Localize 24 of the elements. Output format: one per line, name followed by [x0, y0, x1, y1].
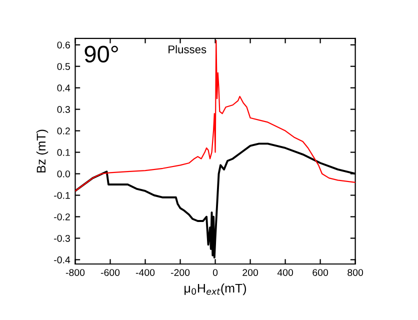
x-tick-label: 200	[242, 269, 258, 276]
y-tick-label: 0.0	[57, 170, 70, 178]
x-tick-label: 0	[212, 269, 218, 276]
x-tick-label: -200	[170, 269, 190, 276]
x-axis-title: μ$_{0}$H$_{ext}$(mT)	[184, 283, 246, 296]
y-tick-label: -0.3	[54, 234, 70, 242]
x-tick-label: -400	[136, 269, 155, 276]
y-axis-title: Bz (mT)	[36, 130, 48, 172]
x-tick-label: -600	[100, 269, 120, 276]
x-tick-label: 600	[312, 269, 328, 276]
y-tick-label: 0.3	[57, 106, 70, 113]
y-tick-label: 0.5	[57, 63, 70, 70]
x-tick-label: 400	[277, 269, 294, 276]
x-tick-label: -800	[66, 269, 85, 276]
annotation: 90°	[84, 46, 118, 63]
annotation: Plusses	[168, 45, 206, 54]
y-tick-label: -0.2	[54, 213, 70, 220]
y-tick-label: 0.1	[57, 149, 70, 156]
y-tick-label: 0.4	[57, 84, 70, 92]
y-tick-label: -0.4	[54, 256, 70, 264]
y-tick-label: 0.2	[57, 128, 70, 134]
x-tick-label: 800	[348, 269, 364, 276]
y-tick-label: 0.6	[57, 42, 70, 48]
y-tick-label: -0.1	[54, 192, 70, 199]
